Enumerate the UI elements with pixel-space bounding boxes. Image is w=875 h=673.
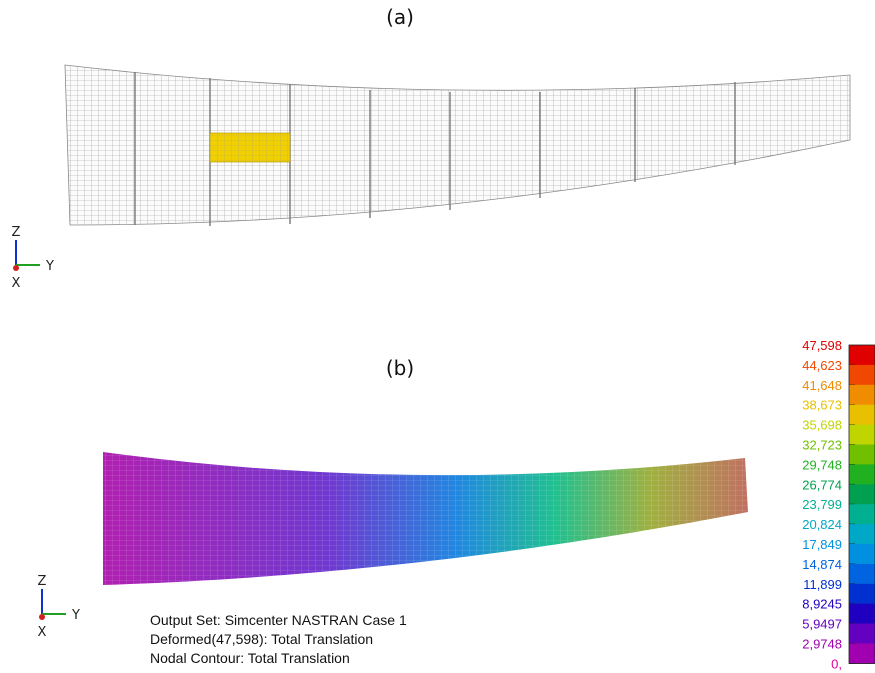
legend-label: 11,899 [803, 577, 842, 592]
legend-label: 14,874 [802, 557, 842, 572]
legend-swatch [849, 345, 875, 366]
legend-label: 2,9748 [802, 637, 842, 652]
legend-swatch [849, 583, 875, 605]
legend-swatch [849, 524, 875, 545]
legend-swatch [849, 404, 875, 426]
legend-label: 32,723 [802, 438, 842, 453]
legend-label: 17,849 [802, 537, 842, 552]
axis-label: Y [71, 608, 80, 623]
legend-swatch [849, 484, 875, 505]
legend-label: 38,673 [802, 398, 842, 413]
deformed-beam [103, 452, 748, 585]
legend-frame [848, 344, 875, 664]
legend-swatch [849, 603, 875, 625]
legend-swatch [849, 544, 875, 565]
info-line: Deformed(47,598): Total Translation [150, 631, 373, 647]
legend-swatch [849, 563, 875, 585]
legend-label: 5,9497 [802, 617, 842, 632]
legend-label: 41,648 [802, 378, 842, 393]
legend-swatch [849, 623, 875, 644]
panel-label: (b) [386, 356, 414, 380]
axis-label: Z [38, 574, 47, 589]
output-info: Output Set: Simcenter NASTRAN Case 1 Defo… [150, 612, 407, 666]
legend-label: 20,824 [802, 517, 842, 532]
axis-label: X [38, 625, 47, 640]
legend-label: 44,623 [802, 358, 842, 373]
info-line: Nodal Contour: Total Translation [150, 650, 350, 666]
mesh-beam [64, 64, 851, 226]
legend-swatch [849, 444, 875, 465]
legend-label: 29,748 [802, 457, 842, 472]
legend-swatch [849, 384, 875, 406]
color-legend: 47,598 44,623 41,648 38,673 35,698 32,723 29,7… [802, 338, 875, 671]
legend-label: 35,698 [802, 418, 842, 433]
axis-label: Z [12, 225, 21, 240]
legend-swatch [849, 464, 875, 485]
axis-label: X [12, 276, 21, 291]
legend-label: 8,9245 [802, 597, 842, 612]
legend-swatch [849, 504, 875, 525]
axis-triad: Z Y X [38, 574, 80, 640]
legend-swatch [849, 643, 875, 664]
legend-label: 0, [831, 656, 842, 671]
axis-label: Y [45, 259, 54, 274]
legend-swatch [849, 424, 875, 445]
panel-label: (a) [386, 5, 414, 29]
legend-swatch [849, 364, 875, 386]
legend-label: 47,598 [802, 338, 842, 353]
legend-label: 23,799 [802, 497, 842, 512]
axis-triad: Z Y X [12, 225, 54, 291]
info-line: Output Set: Simcenter NASTRAN Case 1 [150, 612, 407, 628]
legend-label: 26,774 [802, 477, 842, 492]
